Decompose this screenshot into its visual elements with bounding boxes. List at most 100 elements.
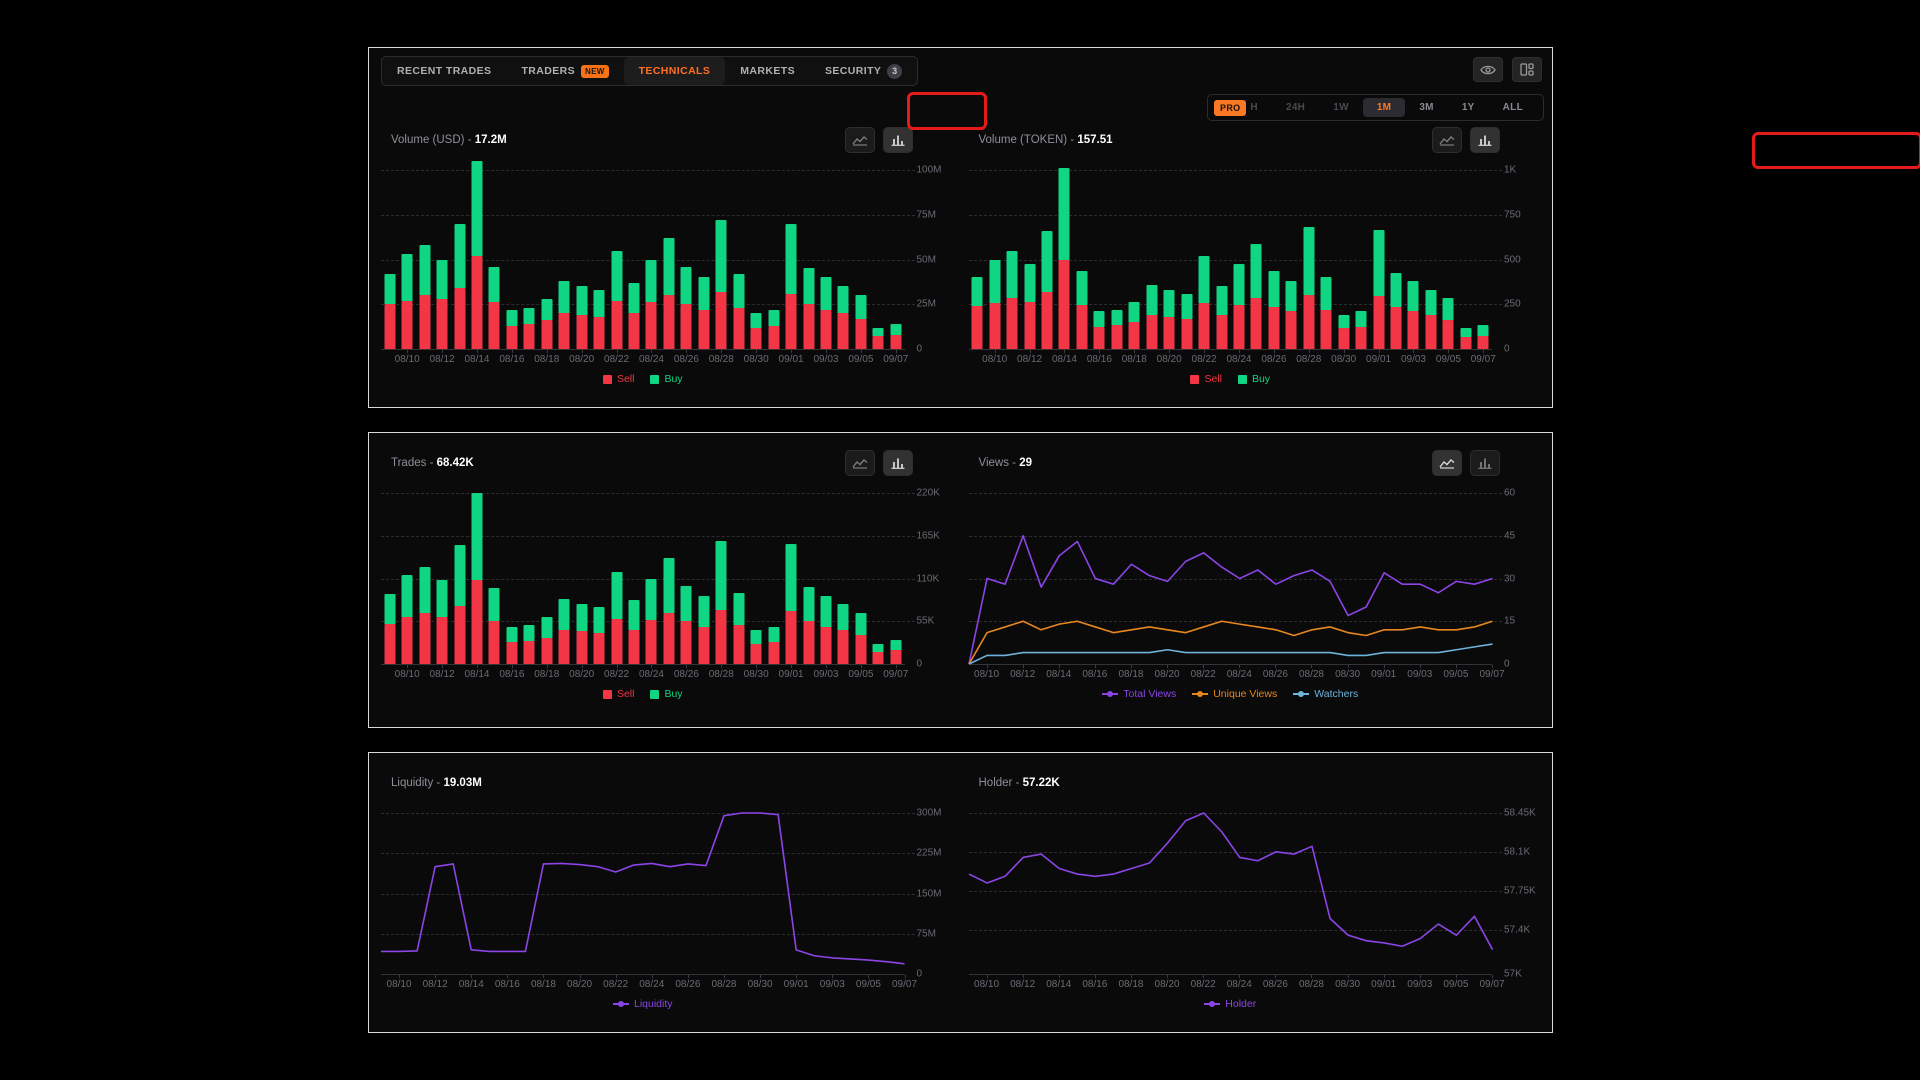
legend-item-buy[interactable]: Buy (650, 373, 683, 385)
legend-item-total-views[interactable]: Total Views (1102, 688, 1176, 700)
bar-segment-buy (1477, 324, 1489, 336)
x-axis-tick-label: 08/30 (747, 979, 773, 990)
layout-button[interactable] (1512, 57, 1542, 82)
x-axis-tick (507, 975, 509, 978)
watch-button[interactable] (1473, 57, 1503, 82)
range-option-24h[interactable]: 24H (1285, 102, 1306, 113)
bar-segment-sell (593, 632, 605, 664)
annotation-box-timerange (1752, 132, 1920, 169)
x-axis-tick (986, 975, 988, 978)
bar-segment-buy (855, 612, 867, 636)
bar-segment-sell (1006, 298, 1018, 349)
bar-segment-buy (506, 626, 518, 643)
line-view-toggle[interactable] (844, 127, 875, 153)
x-axis-tick-label: 08/22 (604, 669, 630, 680)
legend-item-buy[interactable]: Buy (1237, 373, 1270, 385)
range-option-3m[interactable]: 3M (1419, 102, 1434, 113)
bar-segment-sell (890, 334, 902, 349)
legend-item-buy[interactable]: Buy (650, 688, 683, 700)
range-option-1m[interactable]: 1M (1362, 98, 1406, 117)
x-axis-tick (1347, 975, 1349, 978)
x-axis-tick (1169, 350, 1171, 353)
legend-marker (650, 374, 660, 384)
bar-view-toggle[interactable] (882, 450, 913, 476)
y-axis-tick-label: 250 (1504, 298, 1521, 310)
range-option-1w[interactable]: 1W (1333, 102, 1349, 113)
legend-item-sell[interactable]: Sell (602, 373, 634, 385)
x-axis-tick (1130, 975, 1132, 978)
x-axis-tick-label: 08/28 (711, 979, 737, 990)
bar-segment-sell (1128, 322, 1140, 349)
bar-segment-sell (1093, 326, 1105, 349)
y-axis-tick-label: 75M (916, 928, 936, 940)
legend-item-sell[interactable]: Sell (1190, 373, 1222, 385)
tab-recent-trades[interactable]: RECENT TRADES (382, 57, 506, 85)
x-axis-tick (791, 350, 793, 353)
legend-item-watchers[interactable]: Watchers (1293, 688, 1358, 700)
line-chart-icon (851, 136, 867, 146)
bar-view-toggle[interactable] (882, 127, 913, 153)
x-axis-tick (1167, 665, 1169, 668)
x-axis-tick (1238, 350, 1240, 353)
bar-segment-sell (593, 316, 605, 349)
bar-view-toggle[interactable] (1470, 127, 1500, 153)
legend-label: Holder (1225, 998, 1257, 1010)
bar-segment-sell (1303, 295, 1315, 349)
line-view-toggle[interactable] (844, 450, 875, 476)
line-view-toggle[interactable] (1432, 127, 1462, 153)
x-axis-tick-label: 08/20 (567, 979, 593, 990)
bar-segment-sell (785, 293, 797, 349)
x-axis-tick (546, 350, 548, 353)
legend-item-holder[interactable]: Holder (1204, 998, 1256, 1010)
bar-segment-sell (1407, 311, 1419, 349)
x-axis-tick (579, 975, 581, 978)
x-axis-tick (1064, 350, 1066, 353)
x-axis-tick (1204, 350, 1206, 353)
x-axis-tick (616, 665, 618, 668)
bar-segment-sell (820, 626, 832, 664)
tab-traders[interactable]: TRADERS NEW (506, 57, 623, 85)
x-axis-tick-label: 08/16 (1086, 354, 1112, 365)
x-axis-tick-label: 08/16 (1082, 979, 1108, 990)
x-axis-tick-label: 08/26 (673, 354, 699, 365)
bar-segment-sell (523, 323, 535, 349)
legend-label: Buy (664, 688, 683, 700)
bar-segment-buy (803, 268, 815, 305)
x-axis-tick (616, 350, 618, 353)
bar-segment-buy (1303, 227, 1315, 296)
bar-segment-sell (384, 623, 396, 664)
bar-segment-buy (1058, 168, 1070, 260)
bar-segment-buy (471, 493, 483, 581)
x-axis-tick-label: 09/03 (1407, 669, 1433, 680)
legend-item-sell[interactable]: Sell (602, 688, 634, 700)
x-axis-tick (546, 665, 548, 668)
bar-view-toggle[interactable] (1470, 450, 1500, 476)
range-option-1y[interactable]: 1Y (1461, 102, 1475, 113)
bar-segment-sell (1111, 324, 1123, 349)
legend-item-unique-views[interactable]: Unique Views (1192, 688, 1277, 700)
bar-segment-sell (1163, 316, 1175, 349)
x-axis-tick (1099, 350, 1101, 353)
tab-security[interactable]: SECURITY 3 (810, 57, 917, 85)
range-option-h[interactable]: H (1250, 102, 1258, 113)
bar-segment-sell (680, 621, 692, 664)
gridline (381, 214, 915, 216)
bar-segment-buy (454, 545, 466, 606)
legend-item-liquidity[interactable]: Liquidity (612, 998, 673, 1010)
bar-segment-buy (1233, 264, 1245, 306)
tab-markets[interactable]: MARKETS (725, 57, 810, 85)
x-axis-tick-label: 08/14 (1046, 979, 1072, 990)
bar-segment-sell (750, 643, 762, 664)
x-axis-tick-label: 08/16 (499, 669, 525, 680)
time-range-selector: PRO H 24H 1W 1M 3M 1Y ALL (1207, 94, 1544, 121)
bar-segment-buy (419, 566, 431, 614)
tab-technicals[interactable]: TECHNICALS (623, 57, 726, 85)
x-axis-tick (543, 975, 545, 978)
gridline (381, 535, 915, 537)
bar-segment-buy (645, 259, 657, 303)
x-axis-tick (1130, 665, 1132, 668)
x-axis-tick-label: 08/14 (464, 669, 490, 680)
tab-label: RECENT TRADES (397, 65, 492, 77)
line-view-toggle[interactable] (1432, 450, 1462, 476)
range-option-all[interactable]: ALL (1502, 102, 1523, 113)
